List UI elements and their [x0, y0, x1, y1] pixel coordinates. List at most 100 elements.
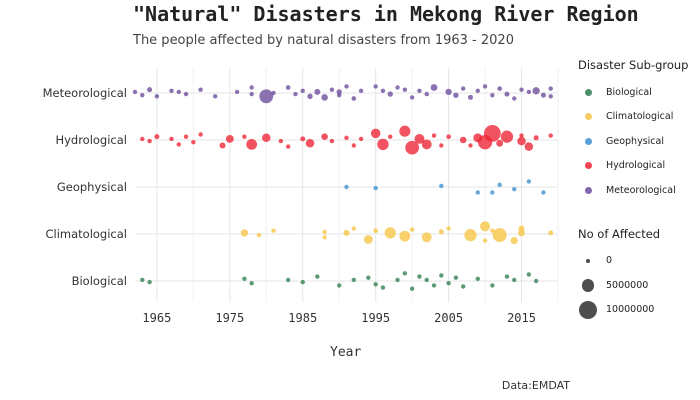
data-point — [358, 88, 364, 94]
legend-swatch — [578, 137, 598, 145]
data-point — [242, 276, 247, 281]
data-point — [519, 133, 524, 138]
data-point — [492, 228, 507, 243]
size-legend-swatch — [578, 300, 598, 319]
data-point — [467, 94, 473, 100]
data-point — [475, 190, 480, 195]
data-point — [249, 281, 254, 286]
data-point — [482, 238, 488, 243]
size-legend-swatch — [578, 278, 598, 292]
legend-item: Meteorological — [578, 178, 698, 203]
data-point — [430, 84, 438, 91]
data-point — [475, 88, 480, 94]
data-point — [541, 190, 546, 195]
data-point — [366, 275, 371, 280]
data-point — [490, 228, 495, 233]
chart-subtitle: The people affected by natural disasters… — [133, 33, 514, 48]
data-point — [344, 135, 349, 140]
data-point — [446, 134, 451, 140]
data-point — [438, 229, 444, 235]
data-point — [351, 277, 356, 283]
legend-item: Biological — [578, 80, 698, 105]
data-point — [439, 143, 444, 148]
legend-item: Geophysical — [578, 129, 698, 154]
data-point — [468, 143, 473, 148]
size-legend-item: 0 — [578, 249, 698, 274]
data-point — [256, 232, 262, 238]
data-point — [399, 230, 411, 242]
data-point — [395, 85, 400, 90]
data-point — [240, 229, 249, 237]
data-point — [249, 91, 254, 97]
data-point — [322, 229, 327, 234]
data-point — [414, 133, 425, 144]
data-point — [500, 130, 514, 143]
data-point — [483, 125, 501, 142]
size-legend-title: No of Affected — [578, 226, 661, 241]
data-point — [140, 93, 145, 98]
data-point — [322, 235, 327, 240]
data-point — [431, 283, 437, 288]
data-point — [183, 134, 189, 139]
data-point — [249, 85, 254, 90]
data-point — [490, 283, 495, 288]
data-point — [305, 139, 315, 148]
data-point — [431, 133, 437, 138]
data-point — [526, 272, 532, 277]
data-point — [532, 87, 540, 95]
data-point — [548, 230, 554, 236]
data-point — [373, 185, 378, 191]
data-point — [533, 135, 539, 141]
data-point — [344, 84, 349, 89]
x-tick-label: 1975 — [215, 311, 244, 325]
legend-label: Geophysical — [606, 135, 664, 147]
data-point — [504, 91, 510, 97]
data-point — [169, 136, 174, 142]
data-point — [285, 277, 291, 283]
data-source-caption: Data:EMDAT — [501, 379, 570, 392]
legend-swatch — [578, 88, 598, 96]
data-point — [343, 229, 350, 236]
legend-label: Climatological — [606, 111, 674, 123]
data-point — [271, 228, 276, 233]
data-point — [512, 187, 517, 192]
data-point — [373, 228, 378, 234]
size-legend: No of Affected 0 5000000 10000000 — [578, 227, 698, 323]
legend-item: Hydrological — [578, 154, 698, 179]
data-point — [402, 87, 408, 92]
data-point — [548, 133, 553, 138]
data-point — [446, 226, 451, 231]
data-point — [307, 93, 313, 99]
data-point — [421, 139, 432, 150]
data-point — [453, 275, 459, 280]
data-point — [285, 144, 291, 149]
data-point — [315, 274, 320, 279]
data-point — [285, 85, 291, 90]
data-point — [526, 179, 532, 184]
data-point — [169, 88, 174, 94]
data-point — [234, 89, 240, 95]
data-point — [219, 142, 226, 149]
data-point — [524, 142, 534, 151]
data-point — [424, 91, 429, 97]
size-legend-label: 10000000 — [606, 304, 655, 316]
data-point — [540, 92, 546, 98]
data-point — [388, 134, 393, 139]
data-point — [300, 136, 306, 142]
data-point — [439, 183, 444, 189]
data-point — [358, 136, 364, 142]
data-point — [140, 136, 145, 142]
data-point — [518, 225, 525, 232]
data-point — [336, 89, 342, 95]
data-point — [490, 93, 495, 98]
data-point — [482, 84, 488, 89]
legend-swatch — [578, 113, 598, 121]
size-legend-item: 5000000 — [578, 273, 698, 298]
data-point — [510, 237, 518, 245]
data-point — [497, 182, 502, 187]
data-point — [198, 132, 203, 137]
data-point — [421, 232, 432, 243]
data-point — [213, 94, 218, 99]
data-point — [424, 277, 429, 283]
